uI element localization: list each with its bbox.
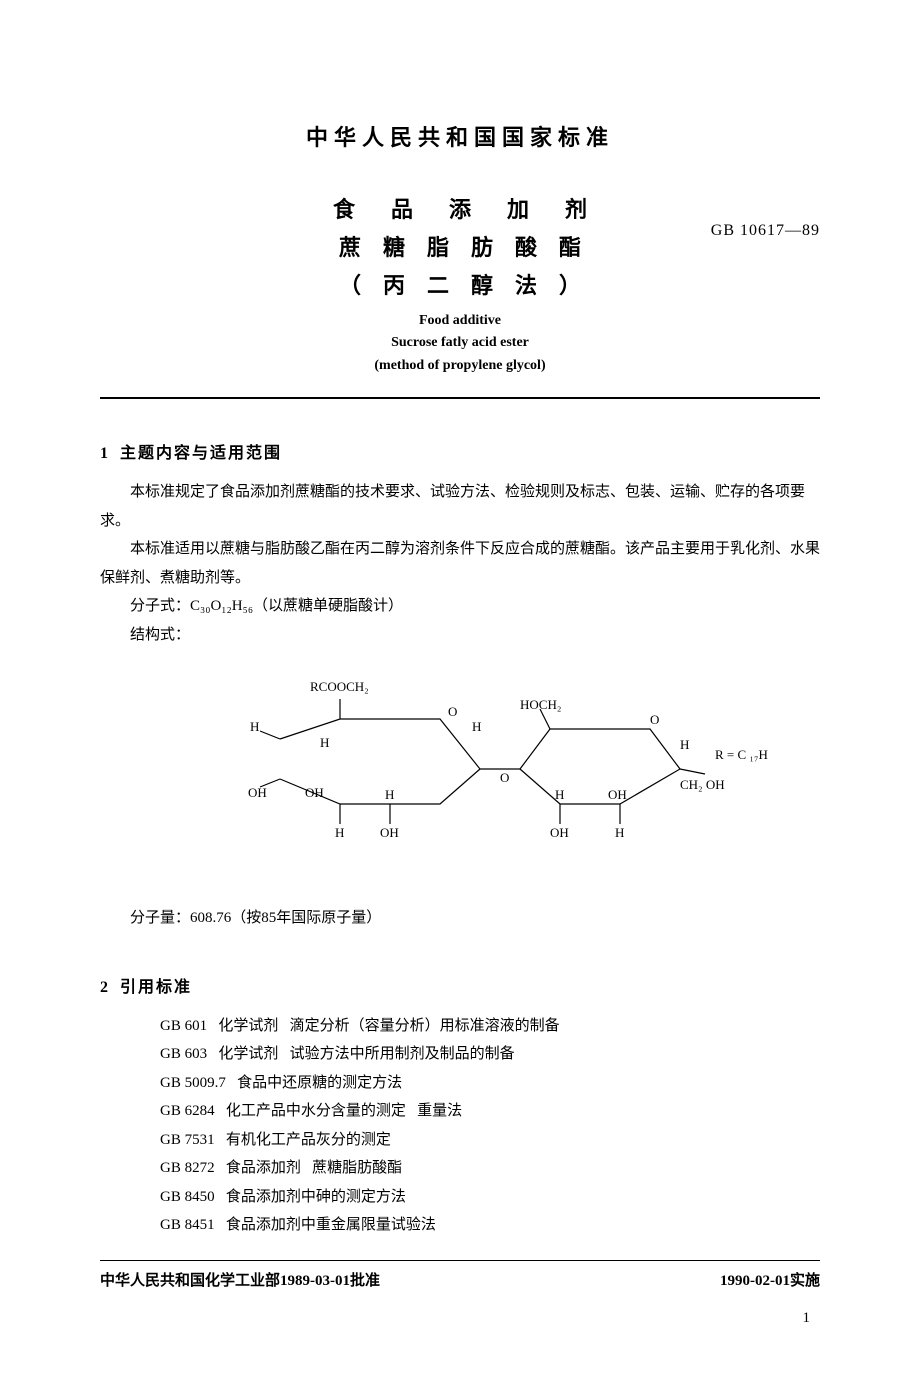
title-en-line1: Food additive <box>100 310 820 332</box>
label-o-right: O <box>650 712 659 727</box>
label-o-left: O <box>448 704 457 719</box>
label-r-eq: R = C ₁₇H ₃₅ <box>715 747 770 762</box>
label-h-tl: H <box>250 719 259 734</box>
label-oh-b2: OH <box>305 785 324 800</box>
label-hoch2: HOCH₂ <box>520 697 561 712</box>
ref-item: GB 5009.7 食品中还原糖的测定方法 <box>160 1069 820 1098</box>
ref-item: GB 8272 食品添加剂 蔗糖脂肪酸酯 <box>160 1154 820 1183</box>
footer-divider <box>100 1260 820 1261</box>
right-ring <box>520 709 705 824</box>
label-h-r1: H <box>680 737 689 752</box>
label-h-bb1: H <box>335 825 344 840</box>
title-en-line2: Sucrose fatly acid ester <box>100 332 820 354</box>
section-2-head: 2 引用标准 <box>100 973 820 997</box>
section-1-title: 主题内容与适用范围 <box>120 445 282 462</box>
label-oh-bb1: OH <box>380 825 399 840</box>
reference-list: GB 601 化学试剂 滴定分析（容量分析）用标准溶液的制备 GB 603 化学… <box>160 1012 820 1240</box>
title-en-line3: (method of propylene glycol) <box>100 355 820 377</box>
section-1-p2: 本标准适用以蔗糖与脂肪酸乙酯在丙二醇为溶剂条件下反应合成的蔗糖酯。该产品主要用于… <box>100 535 820 592</box>
title-chinese: 食品添加剂 蔗糖脂肪酸酯 （丙二醇法） <box>100 192 820 300</box>
label-h-rb1: H <box>615 825 624 840</box>
title-cn-line1: 食品添加剂 <box>100 192 820 224</box>
section-1-p4: 结构式： <box>100 621 820 650</box>
section-2-title: 引用标准 <box>120 979 192 996</box>
ref-item: GB 603 化学试剂 试验方法中所用制剂及制品的制备 <box>160 1040 820 1069</box>
title-block: 食品添加剂 蔗糖脂肪酸酯 （丙二醇法） GB 10617—89 Food add… <box>100 192 820 377</box>
section-1-num: 1 <box>100 445 108 462</box>
section-1-head: 1 主题内容与适用范围 <box>100 439 820 463</box>
approval-text: 中华人民共和国化学工业部1989-03-01批准 <box>100 1269 380 1290</box>
section-1-p1: 本标准规定了食品添加剂蔗糖酯的技术要求、试验方法、检验规则及标志、包装、运输、贮… <box>100 478 820 535</box>
label-oh-rb1: OH <box>550 825 569 840</box>
label-h-inner1: H <box>320 735 329 750</box>
ref-item: GB 8450 食品添加剂中砷的测定方法 <box>160 1183 820 1212</box>
label-oh-r1: OH <box>608 787 627 802</box>
left-ring <box>260 699 480 824</box>
page-number: 1 <box>100 1310 820 1327</box>
ref-item: GB 8451 食品添加剂中重金属限量试验法 <box>160 1211 820 1240</box>
label-h-r2: H <box>555 787 564 802</box>
document-page: 中华人民共和国国家标准 食品添加剂 蔗糖脂肪酸酯 （丙二醇法） GB 10617… <box>0 0 920 1387</box>
title-divider <box>100 397 820 399</box>
label-ch2oh: CH₂ OH <box>680 777 725 792</box>
diagram-labels: RCOOCH₂ O H H H OH OH H H OH O HOCH₂ O H… <box>248 679 770 840</box>
molecular-weight: 分子量：608.76（按85年国际原子量） <box>100 904 820 933</box>
standard-number: GB 10617—89 <box>711 222 820 240</box>
footer-row: 中华人民共和国化学工业部1989-03-01批准 1990-02-01实施 <box>100 1269 820 1290</box>
section-2-num: 2 <box>100 979 108 996</box>
implement-text: 1990-02-01实施 <box>720 1269 820 1290</box>
ref-item: GB 7531 有机化工产品灰分的测定 <box>160 1126 820 1155</box>
org-title: 中华人民共和国国家标准 <box>100 120 820 152</box>
ref-item: GB 6284 化工产品中水分含量的测定 重量法 <box>160 1097 820 1126</box>
section-1-p3: 分子式：C₃₀O₁₂H₅₆（以蔗糖单硬脂酸计） <box>100 592 820 621</box>
label-o-bridge: O <box>500 770 509 785</box>
ref-item: GB 601 化学试剂 滴定分析（容量分析）用标准溶液的制备 <box>160 1012 820 1041</box>
label-oh-bl: OH <box>248 785 267 800</box>
structural-formula-diagram: RCOOCH₂ O H H H OH OH H H OH O HOCH₂ O H… <box>220 669 770 869</box>
label-h-topright: H <box>472 719 481 734</box>
title-english: Food additive Sucrose fatly acid ester (… <box>100 310 820 377</box>
label-h-b1: H <box>385 787 394 802</box>
label-rcooch2: RCOOCH₂ <box>310 679 369 694</box>
title-cn-line3: （丙二醇法） <box>100 268 820 300</box>
